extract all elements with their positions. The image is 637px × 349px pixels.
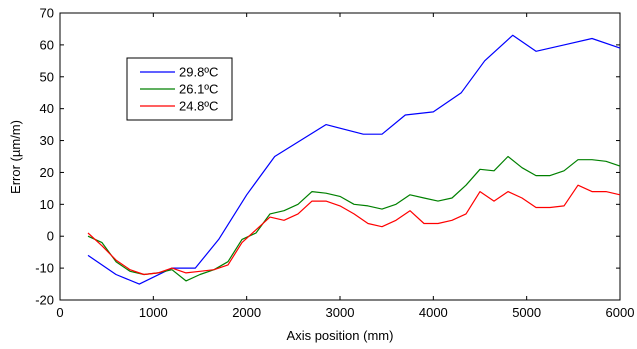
y-axis-label: Error (µm/m) xyxy=(8,120,23,194)
y-tick-label: -10 xyxy=(35,261,54,276)
x-tick-label: 1000 xyxy=(139,305,168,320)
y-tick-label: 20 xyxy=(40,165,54,180)
legend: 29.8ºC 26.1ºC 24.8ºC xyxy=(126,57,233,121)
legend-label-1: 29.8ºC xyxy=(179,65,218,80)
x-axis-label: Axis position (mm) xyxy=(287,328,394,343)
y-tick-label: 0 xyxy=(47,229,54,244)
plot-frame xyxy=(59,12,621,301)
x-tick-label: 4000 xyxy=(419,305,448,320)
legend-label-3: 24.8ºC xyxy=(179,99,218,114)
x-axis: 0 1000 2000 3000 4000 5000 6000 xyxy=(56,13,634,320)
x-tick-label: 0 xyxy=(56,305,63,320)
legend-label-2: 26.1ºC xyxy=(179,82,218,97)
x-tick-label: 5000 xyxy=(512,305,541,320)
y-tick-label: 40 xyxy=(40,101,54,116)
y-axis: -20 -10 0 10 20 30 40 50 60 70 xyxy=(35,6,620,308)
y-tick-label: 10 xyxy=(40,197,54,212)
x-tick-label: 6000 xyxy=(606,305,635,320)
y-tick-label: -20 xyxy=(35,293,54,308)
series-layer xyxy=(87,34,621,285)
y-tick-label: 50 xyxy=(40,69,54,84)
x-tick-label: 2000 xyxy=(232,305,261,320)
y-tick-label: 70 xyxy=(40,6,54,21)
y-tick-label: 30 xyxy=(40,133,54,148)
series-line-1 xyxy=(87,34,621,285)
y-tick-label: 60 xyxy=(40,37,54,52)
series-line-3 xyxy=(87,184,621,276)
x-tick-label: 3000 xyxy=(326,305,355,320)
series-line-2 xyxy=(87,155,621,282)
